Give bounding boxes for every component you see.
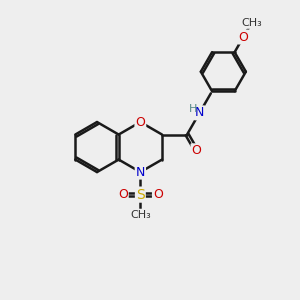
Text: O: O [118,188,128,201]
Text: N: N [136,166,145,178]
Text: O: O [191,144,201,157]
Text: N: N [195,106,204,119]
Text: CH₃: CH₃ [130,210,151,220]
Text: S: S [136,188,145,202]
Text: H: H [195,108,204,118]
Text: O: O [238,31,248,44]
Text: O: O [135,116,145,128]
Text: O: O [153,188,163,201]
Text: H: H [189,104,197,114]
Text: CH₃: CH₃ [241,18,262,28]
